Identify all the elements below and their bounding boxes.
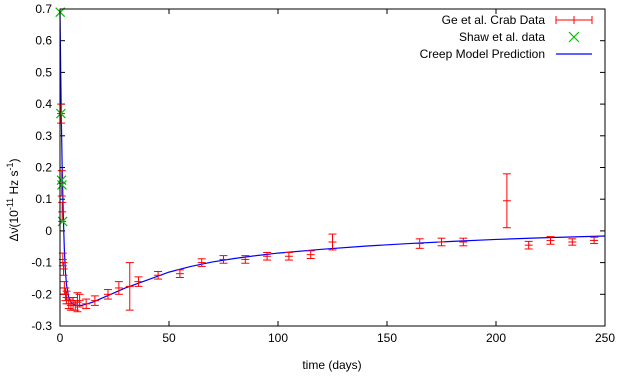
data-point-ge-crab bbox=[219, 255, 228, 264]
data-point-ge-crab bbox=[197, 258, 206, 267]
legend-item: Shaw et al. data bbox=[459, 30, 580, 44]
y-tick-label: 0.2 bbox=[35, 161, 52, 175]
data-point-ge-crab bbox=[263, 251, 272, 261]
data-point-ge-crab bbox=[73, 292, 82, 313]
x-tick-label: 50 bbox=[162, 331, 176, 345]
data-point-ge-crab bbox=[502, 173, 511, 229]
y-axis-title-exp1: -11 bbox=[5, 198, 15, 210]
data-point-ge-crab bbox=[114, 281, 123, 295]
x-axis-title: time (days) bbox=[302, 358, 361, 372]
data-point-ge-crab bbox=[59, 262, 68, 276]
x-tick-label: 150 bbox=[377, 331, 397, 345]
data-point-ge-crab bbox=[306, 250, 315, 259]
data-point-ge-crab bbox=[284, 251, 293, 261]
y-axis-title-main: Δν̇(10 bbox=[7, 210, 21, 242]
data-point-ge-crab bbox=[175, 269, 184, 278]
legend-item: Creep Model Prediction bbox=[420, 47, 592, 61]
x-tick-label: 200 bbox=[486, 331, 506, 345]
data-point-ge-crab bbox=[524, 240, 533, 250]
legend-label: Creep Model Prediction bbox=[420, 47, 545, 61]
legend: Ge et al. Crab Data Shaw et al. data Creep… bbox=[420, 13, 593, 61]
data-point-ge-crab bbox=[154, 270, 163, 280]
data-point-ge-crab bbox=[75, 293, 84, 308]
data-point-ge-crab bbox=[241, 255, 250, 264]
legend-item: Ge et al. Crab Data bbox=[442, 13, 593, 27]
ticks-layer: 0 50 100 150 200 250 -0.3 -0.2 -0.1 0 0.1 0.2 0.3 0.4… bbox=[31, 2, 615, 345]
data-point-ge-crab bbox=[590, 236, 599, 245]
data-point-ge-crab bbox=[415, 238, 424, 249]
data-point-ge-crab bbox=[459, 237, 468, 247]
y-tick-label: 0.4 bbox=[35, 97, 52, 111]
series-layer bbox=[55, 7, 606, 313]
legend-label: Ge et al. Crab Data bbox=[442, 13, 546, 27]
y-tick-label: 0.6 bbox=[35, 34, 52, 48]
data-point-ge-crab bbox=[103, 289, 112, 300]
data-point-ge-crab bbox=[328, 233, 337, 251]
data-point-ge-crab bbox=[568, 238, 577, 246]
x-tick-label: 0 bbox=[57, 331, 64, 345]
data-point-shaw bbox=[57, 180, 67, 190]
data-point-ge-crab bbox=[90, 295, 99, 306]
data-point-ge-crab bbox=[546, 236, 555, 245]
data-point-ge-crab bbox=[125, 262, 134, 311]
x-tick-label: 100 bbox=[268, 331, 288, 345]
data-point-ge-crab bbox=[82, 298, 91, 310]
y-tick-label: 0.3 bbox=[35, 129, 52, 143]
data-point-shaw bbox=[55, 108, 66, 119]
data-point-ge-crab bbox=[437, 237, 446, 247]
y-axis-title-text: Δν̇(10-11 Hz s-1) bbox=[5, 158, 21, 241]
y-axis-title: Δν̇(10-11 Hz s-1) bbox=[5, 158, 21, 241]
x-tick-label: 250 bbox=[595, 331, 615, 345]
y-tick-label: 0 bbox=[45, 224, 52, 238]
y-axis-title-exp2: -1 bbox=[5, 162, 15, 170]
y-tick-label: 0.7 bbox=[35, 2, 52, 16]
y-tick-label: 0.5 bbox=[35, 65, 52, 79]
y-tick-label: -0.3 bbox=[31, 319, 52, 333]
y-axis-title-end: ) bbox=[7, 158, 21, 162]
plot-frame bbox=[59, 8, 606, 327]
y-tick-label: -0.2 bbox=[31, 287, 52, 301]
y-tick-label: -0.1 bbox=[31, 256, 52, 270]
y-tick-label: 0.1 bbox=[35, 192, 52, 206]
y-axis-title-mid: Hz s bbox=[7, 170, 21, 197]
legend-label: Shaw et al. data bbox=[459, 30, 545, 44]
data-point-ge-crab bbox=[134, 276, 143, 287]
